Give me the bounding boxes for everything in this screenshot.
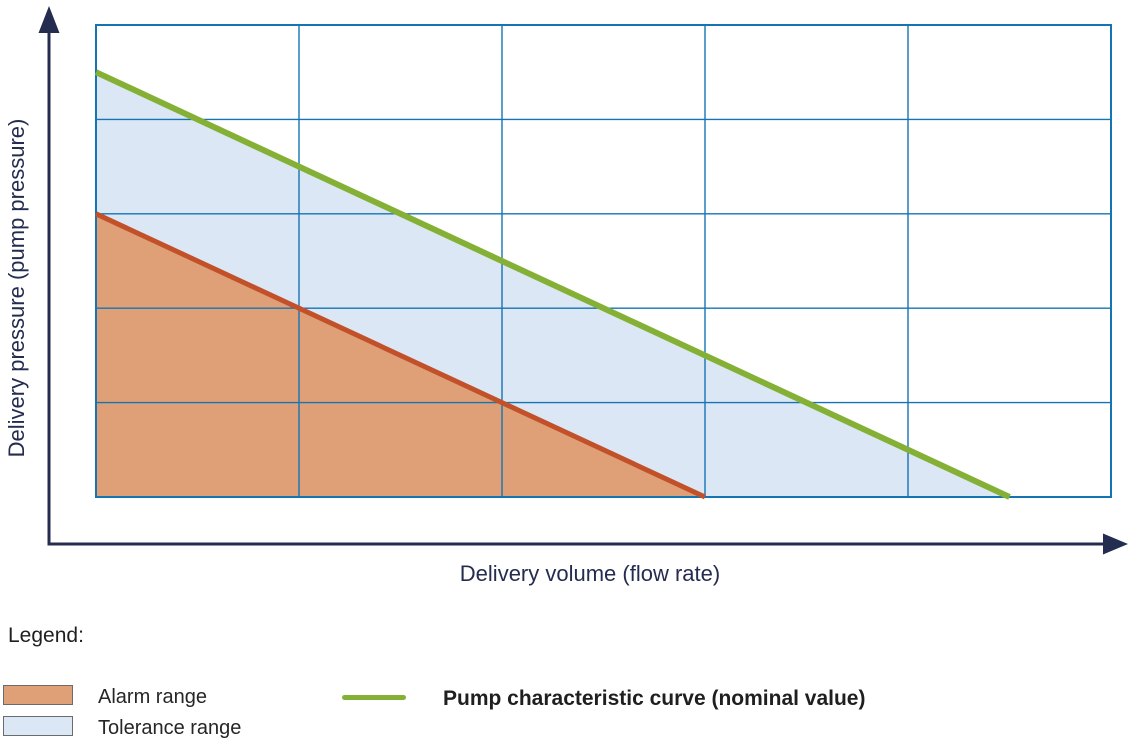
tolerance-range-label: Tolerance range bbox=[98, 717, 242, 739]
nominal-curve-label: Pump characteristic curve (nominal value… bbox=[443, 687, 866, 710]
nominal-curve-swatch bbox=[342, 695, 406, 700]
alarm-range-swatch bbox=[3, 685, 73, 705]
tolerance-range-swatch bbox=[3, 716, 73, 736]
legend-heading: Legend: bbox=[8, 624, 84, 647]
plot-border bbox=[95, 24, 1112, 498]
y-axis-arrow-icon bbox=[38, 6, 60, 33]
alarm-range-label: Alarm range bbox=[98, 686, 207, 708]
series-pump-characteristic-curve-nominal-value- bbox=[94, 69, 1011, 500]
x-axis-arrow-icon bbox=[1103, 533, 1128, 555]
x-axis-label: Delivery volume (flow rate) bbox=[459, 561, 721, 586]
series-alarm-range-boundary bbox=[94, 211, 707, 500]
y-axis-label: Delivery pressure (pump pressure) bbox=[4, 118, 29, 458]
